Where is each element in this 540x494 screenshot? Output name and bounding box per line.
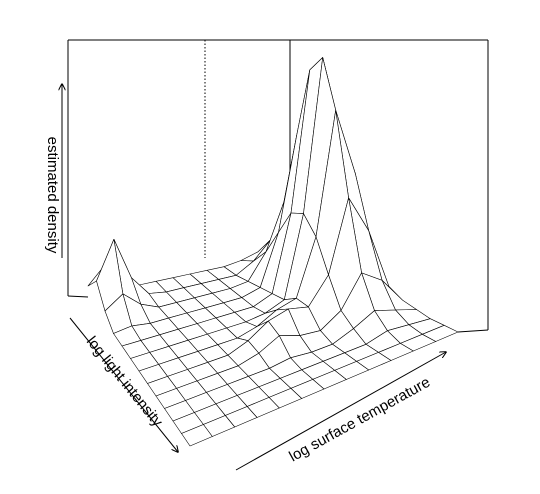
surface-cell xyxy=(181,424,213,447)
box xyxy=(67,39,489,333)
box-edge xyxy=(67,295,89,298)
y-axis-arrow xyxy=(69,317,178,452)
box-edge xyxy=(457,329,489,333)
x-axis-arrow xyxy=(235,352,446,471)
surface xyxy=(87,57,459,447)
z-axis-label: estimated density xyxy=(44,137,61,254)
